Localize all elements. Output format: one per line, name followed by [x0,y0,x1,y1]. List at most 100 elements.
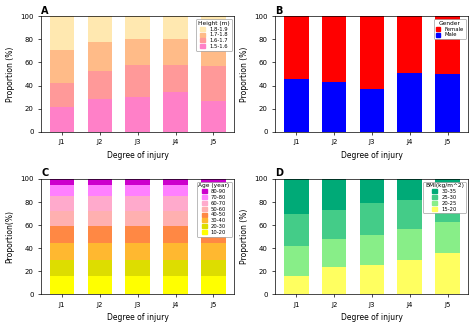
Bar [126,185,150,195]
Bar [201,179,226,185]
Bar [201,211,226,226]
Bar [126,195,150,211]
Bar [284,79,309,132]
Bar [163,92,188,132]
Bar [435,74,460,132]
Text: B: B [275,6,283,15]
Bar [163,179,188,185]
Bar [163,65,188,92]
Bar [398,16,422,73]
Bar [360,16,384,89]
Bar [163,243,188,260]
Text: C: C [41,168,48,178]
Bar [201,66,226,100]
X-axis label: Degree of injury: Degree of injury [341,151,403,160]
Bar [163,211,188,226]
Bar [201,185,226,195]
Bar [88,211,112,226]
Y-axis label: Proportion(%): Proportion(%) [6,210,15,263]
Bar [163,185,188,195]
Y-axis label: Proportion (%): Proportion (%) [240,46,249,102]
Bar [360,179,384,203]
Bar [50,50,74,83]
Bar [435,16,460,74]
Bar [50,179,74,185]
Bar [360,203,384,236]
Bar [163,16,188,39]
Bar [322,267,346,294]
Bar [201,260,226,276]
Text: A: A [41,6,49,15]
Bar [88,71,112,99]
Bar [360,265,384,294]
Bar [88,260,112,276]
Bar [163,260,188,276]
Bar [50,195,74,211]
Bar [88,42,112,71]
Bar [88,226,112,243]
Bar [163,39,188,65]
Bar [398,73,422,132]
Text: D: D [275,168,283,178]
Bar [398,229,422,260]
X-axis label: Degree of injury: Degree of injury [341,314,403,322]
Bar [201,276,226,294]
Bar [322,82,346,132]
Bar [435,196,460,222]
Bar [201,195,226,211]
Bar [88,16,112,42]
Bar [126,65,150,97]
Bar [126,276,150,294]
Bar [435,222,460,253]
Bar [284,179,309,214]
Legend: 1.8-1.9, 1.7-1.8, 1.6-1.7, 1.5-1.6: 1.8-1.9, 1.7-1.8, 1.6-1.7, 1.5-1.6 [196,19,232,51]
Y-axis label: Proportion (%): Proportion (%) [6,46,15,102]
Bar [50,211,74,226]
Bar [163,276,188,294]
Bar [50,276,74,294]
Bar [126,211,150,226]
Bar [360,89,384,132]
Bar [201,41,226,66]
Bar [435,253,460,294]
Bar [50,83,74,108]
Bar [201,100,226,132]
Bar [163,195,188,211]
Bar [88,276,112,294]
X-axis label: Degree of injury: Degree of injury [107,151,169,160]
Bar [284,16,309,79]
Bar [398,179,422,200]
Bar [322,16,346,82]
X-axis label: Degree of injury: Degree of injury [107,314,169,322]
Bar [88,179,112,185]
Legend: 30-35, 25-30, 20-25, 15-20: 30-35, 25-30, 20-25, 15-20 [423,182,466,214]
Legend: 80-90, 70-80, 60-70, 50-60, 40-50, 30-40, 20-30, 10-20: 80-90, 70-80, 60-70, 50-60, 40-50, 30-40… [197,182,232,236]
Bar [126,97,150,132]
Bar [126,226,150,243]
Bar [435,179,460,196]
Bar [126,260,150,276]
Bar [126,39,150,65]
Bar [126,179,150,185]
Y-axis label: Proportion (%): Proportion (%) [240,209,249,264]
Bar [50,243,74,260]
Bar [50,226,74,243]
Bar [88,195,112,211]
Bar [284,214,309,246]
Bar [88,99,112,132]
Bar [126,243,150,260]
Bar [50,16,74,50]
Bar [201,226,226,243]
Bar [126,16,150,39]
Bar [322,179,346,210]
Bar [201,16,226,41]
Bar [50,108,74,132]
Bar [50,260,74,276]
Bar [360,236,384,265]
Bar [88,243,112,260]
Bar [201,243,226,260]
Bar [284,246,309,276]
Bar [322,239,346,267]
Bar [50,185,74,195]
Bar [398,200,422,229]
